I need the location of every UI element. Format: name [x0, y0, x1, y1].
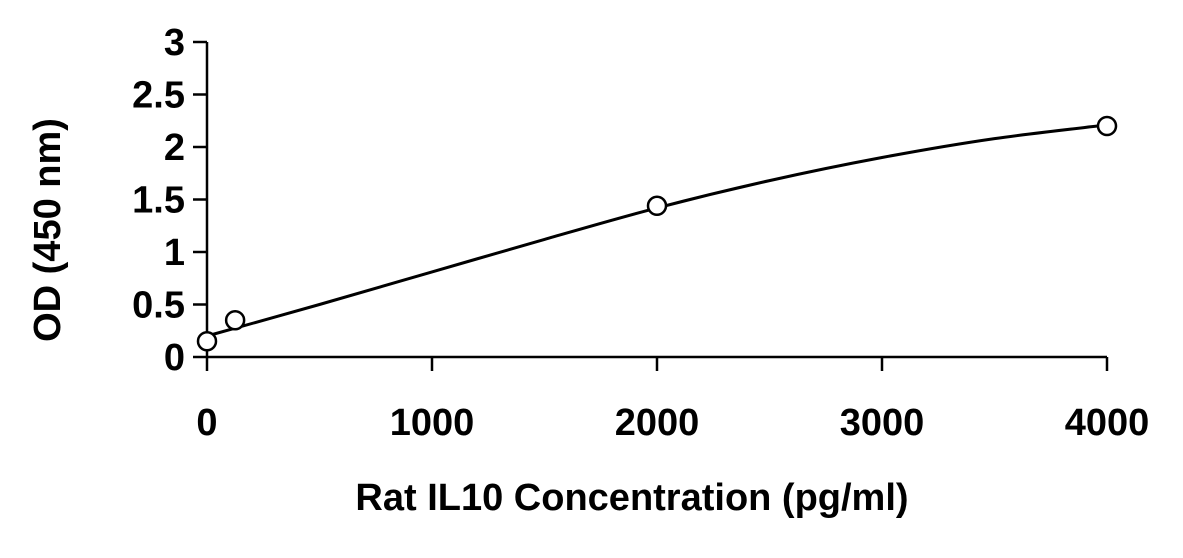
x-tick-label: 2000	[615, 402, 700, 444]
y-tick-label: 0	[164, 337, 185, 379]
y-tick-label: 1.5	[132, 180, 185, 222]
y-tick-label: 3	[164, 22, 185, 64]
x-tick-label: 1000	[390, 402, 475, 444]
y-tick-label: 2.5	[132, 75, 185, 117]
y-tick-label: 1	[164, 232, 185, 274]
x-tick-label: 3000	[840, 402, 925, 444]
y-tick-label: 0.5	[132, 285, 185, 327]
x-tick-label: 4000	[1065, 402, 1150, 444]
data-point-marker	[646, 195, 668, 217]
data-point-marker	[196, 331, 218, 352]
fit-curve-line	[206, 123, 1108, 338]
y-tick-label: 2	[164, 127, 185, 169]
x-ticks: 0 1000 2000 3000 4000	[196, 357, 1149, 444]
data-points	[196, 115, 1118, 352]
x-axis-title: Rat IL10 Concentration (pg/ml)	[355, 477, 908, 519]
data-point-marker	[224, 310, 246, 331]
y-axis-title: OD (450 nm)	[27, 118, 69, 342]
y-ticks: 0 0.5 1 1.5 2 2.5 3	[132, 22, 207, 379]
data-point-marker	[1096, 115, 1118, 137]
x-tick-label: 0	[196, 402, 217, 444]
